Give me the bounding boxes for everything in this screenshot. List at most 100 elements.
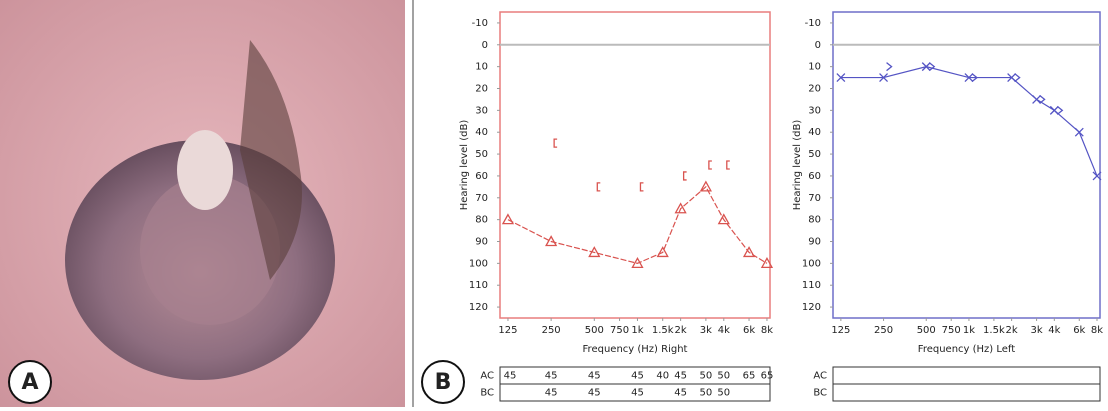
x-tick-label: 3k: [700, 325, 712, 336]
table-cell: 50: [717, 371, 730, 382]
table-cell: 45: [504, 371, 517, 382]
x-tick-label: 750: [942, 325, 961, 336]
y-tick-label: 70: [808, 193, 821, 204]
table-row-label: AC: [480, 371, 494, 382]
y-tick-label: 110: [469, 280, 488, 291]
y-tick-label: 120: [469, 302, 488, 313]
data-marker: [597, 183, 600, 191]
table-row: [833, 367, 1100, 384]
table-cell: 65: [761, 371, 774, 382]
y-tick-label: -10: [472, 18, 488, 29]
x-tick-label: 500: [585, 325, 604, 336]
x-tick-label: 2k: [1006, 325, 1018, 336]
table-cell: 50: [700, 371, 713, 382]
table-cell: 50: [717, 388, 730, 399]
x-tick-label: 1.5k: [983, 325, 1005, 336]
table-row-label: BC: [480, 388, 494, 399]
x-tick-label: 1k: [963, 325, 975, 336]
y-axis-label: Hearing level (dB): [792, 120, 803, 211]
table-cell: 40: [656, 371, 669, 382]
table-cell: 45: [631, 371, 644, 382]
data-marker: [503, 215, 513, 224]
table-row-label: BC: [813, 388, 827, 399]
x-tick-label: 8k: [1091, 325, 1103, 336]
data-marker: [887, 63, 892, 71]
y-tick-label: 30: [475, 105, 488, 116]
data-marker: [684, 172, 687, 180]
data-marker: [1033, 95, 1041, 103]
data-marker: [1057, 106, 1062, 114]
table-cell: 45: [545, 388, 558, 399]
x-tick-label: 500: [917, 325, 936, 336]
y-axis-label: Hearing level (dB): [459, 120, 470, 211]
photo: [0, 0, 405, 407]
data-marker: [1015, 74, 1020, 82]
y-tick-label: 50: [475, 149, 488, 160]
series-line: [841, 67, 1097, 176]
x-tick-label: 1k: [631, 325, 643, 336]
y-tick-label: 100: [469, 258, 488, 269]
y-tick-label: -10: [805, 18, 821, 29]
data-marker: [1075, 128, 1083, 136]
x-tick-label: 6k: [743, 325, 755, 336]
series-line: [508, 187, 767, 264]
y-tick-label: 70: [475, 193, 488, 204]
x-tick-label: 250: [874, 325, 893, 336]
y-tick-label: 40: [808, 127, 821, 138]
y-tick-label: 60: [475, 171, 488, 182]
x-tick-label: 4k: [1048, 325, 1060, 336]
y-tick-label: 100: [802, 258, 821, 269]
data-marker: [922, 63, 930, 71]
x-axis-label: Frequency (Hz) Left: [918, 344, 1015, 355]
y-tick-label: 10: [475, 62, 488, 73]
table-row-label: AC: [813, 371, 827, 382]
panel-label: B: [435, 370, 452, 395]
table-cell: 45: [674, 371, 687, 382]
y-tick-label: 90: [475, 237, 488, 248]
table-cell: 45: [631, 388, 644, 399]
table-cell: 45: [545, 371, 558, 382]
y-tick-label: 60: [808, 171, 821, 182]
data-marker: [727, 161, 730, 169]
table-cell: 45: [588, 371, 601, 382]
y-tick-label: 40: [475, 127, 488, 138]
x-tick-label: 6k: [1073, 325, 1085, 336]
y-tick-label: 50: [808, 149, 821, 160]
x-tick-label: 3k: [1031, 325, 1043, 336]
y-tick-label: 20: [808, 84, 821, 95]
y-tick-label: 110: [802, 280, 821, 291]
table-cell: 45: [588, 388, 601, 399]
x-axis-label: Frequency (Hz) Right: [583, 344, 688, 355]
plot-frame: [833, 12, 1100, 318]
y-tick-label: 0: [482, 40, 488, 51]
x-tick-label: 750: [610, 325, 629, 336]
x-tick-label: 125: [498, 325, 517, 336]
y-tick-label: 0: [815, 40, 821, 51]
data-marker: [640, 183, 643, 191]
table-cell: 45: [674, 388, 687, 399]
x-tick-label: 4k: [718, 325, 730, 336]
x-tick-label: 1.5k: [652, 325, 674, 336]
table-row: [833, 384, 1100, 401]
y-tick-label: 30: [808, 105, 821, 116]
data-marker: [929, 63, 934, 71]
y-tick-label: 90: [808, 237, 821, 248]
panel-label: A: [21, 370, 38, 395]
data-marker: [1050, 106, 1058, 114]
data-marker: [709, 161, 712, 169]
x-tick-label: 8k: [761, 325, 773, 336]
y-tick-label: 80: [475, 215, 488, 226]
data-marker: [554, 139, 557, 147]
table-cell: 50: [700, 388, 713, 399]
figure: A B -10010203040506070809010011012012525…: [0, 0, 1108, 407]
y-tick-label: 20: [475, 84, 488, 95]
x-tick-label: 2k: [675, 325, 687, 336]
x-tick-label: 250: [542, 325, 561, 336]
table-cell: 65: [743, 371, 756, 382]
x-tick-label: 125: [831, 325, 850, 336]
y-tick-label: 80: [808, 215, 821, 226]
y-tick-label: 120: [802, 302, 821, 313]
plot-frame: [500, 12, 770, 318]
data-marker: [1040, 95, 1045, 103]
y-tick-label: 10: [808, 62, 821, 73]
